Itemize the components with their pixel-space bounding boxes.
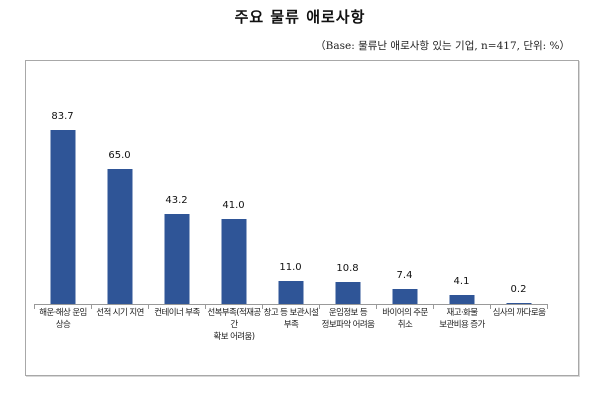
- bar: [50, 130, 75, 304]
- data-label: 65.0: [108, 149, 131, 161]
- x-axis-tick: [91, 304, 92, 309]
- data-label: 10.8: [336, 262, 359, 274]
- bar: [449, 295, 474, 304]
- category-label: 선적 시기 지연: [96, 308, 144, 318]
- data-label: 0.2: [510, 284, 527, 295]
- x-axis-tick: [319, 304, 320, 309]
- x-axis-tick: [490, 304, 491, 309]
- category-label: 바이어의 주문 취소: [382, 308, 428, 330]
- bar-group: 43.2: [148, 70, 205, 304]
- data-label: 43.2: [165, 195, 188, 207]
- data-label: 4.1: [453, 276, 470, 288]
- x-axis-tick: [148, 304, 149, 309]
- data-label: 41.0: [222, 199, 245, 211]
- bar-group: 41.0: [205, 70, 262, 304]
- x-axis-tick: [547, 304, 548, 309]
- x-axis-tick: [433, 304, 434, 309]
- bar-group: 65.0: [91, 70, 148, 304]
- bar-group: 83.7: [34, 70, 91, 304]
- bar: [221, 218, 246, 304]
- category-label: 선복부족(적재공간 확보 어려움): [207, 308, 261, 342]
- page-title: 주요 물류 애로사항: [234, 8, 366, 26]
- category-label: 운임정보 등 정보파악 어려움: [321, 308, 375, 330]
- bar-group: 10.8: [319, 70, 376, 304]
- data-label: 11.0: [279, 262, 302, 274]
- x-axis-tick: [34, 304, 35, 309]
- category-label: 해운·해상 운임 상승: [39, 308, 87, 330]
- category-label: 컨테이너 부족: [154, 308, 200, 318]
- x-axis-line: [34, 304, 547, 305]
- bar-group: 11.0: [262, 70, 319, 304]
- bar: [506, 303, 531, 304]
- category-label: 심사의 까다로움: [492, 308, 546, 318]
- bar: [107, 168, 132, 304]
- bar-group: 0.2: [490, 70, 547, 304]
- x-axis-tick: [376, 304, 377, 309]
- chart-subtitle: （Base: 물류난 애로사항 있는 기업, n=417, 단위: %）: [315, 40, 570, 52]
- plot-area: 83.7 65.0 43.2 41.0 11.0 10.8 7.4 4.1 0.2: [34, 70, 547, 304]
- category-label: 창고 등 보관시설 부족: [263, 308, 319, 330]
- bar: [335, 281, 360, 304]
- bar-group: 7.4: [376, 70, 433, 304]
- bar: [164, 214, 189, 304]
- category-label: 재고·화물 보관비용 증가: [439, 308, 485, 330]
- data-label: 7.4: [396, 269, 413, 281]
- x-axis-tick: [262, 304, 263, 309]
- data-label: 83.7: [51, 111, 74, 122]
- x-axis-tick: [205, 304, 206, 309]
- bar-group: 4.1: [433, 70, 490, 304]
- bar: [278, 281, 303, 304]
- bar: [392, 288, 417, 304]
